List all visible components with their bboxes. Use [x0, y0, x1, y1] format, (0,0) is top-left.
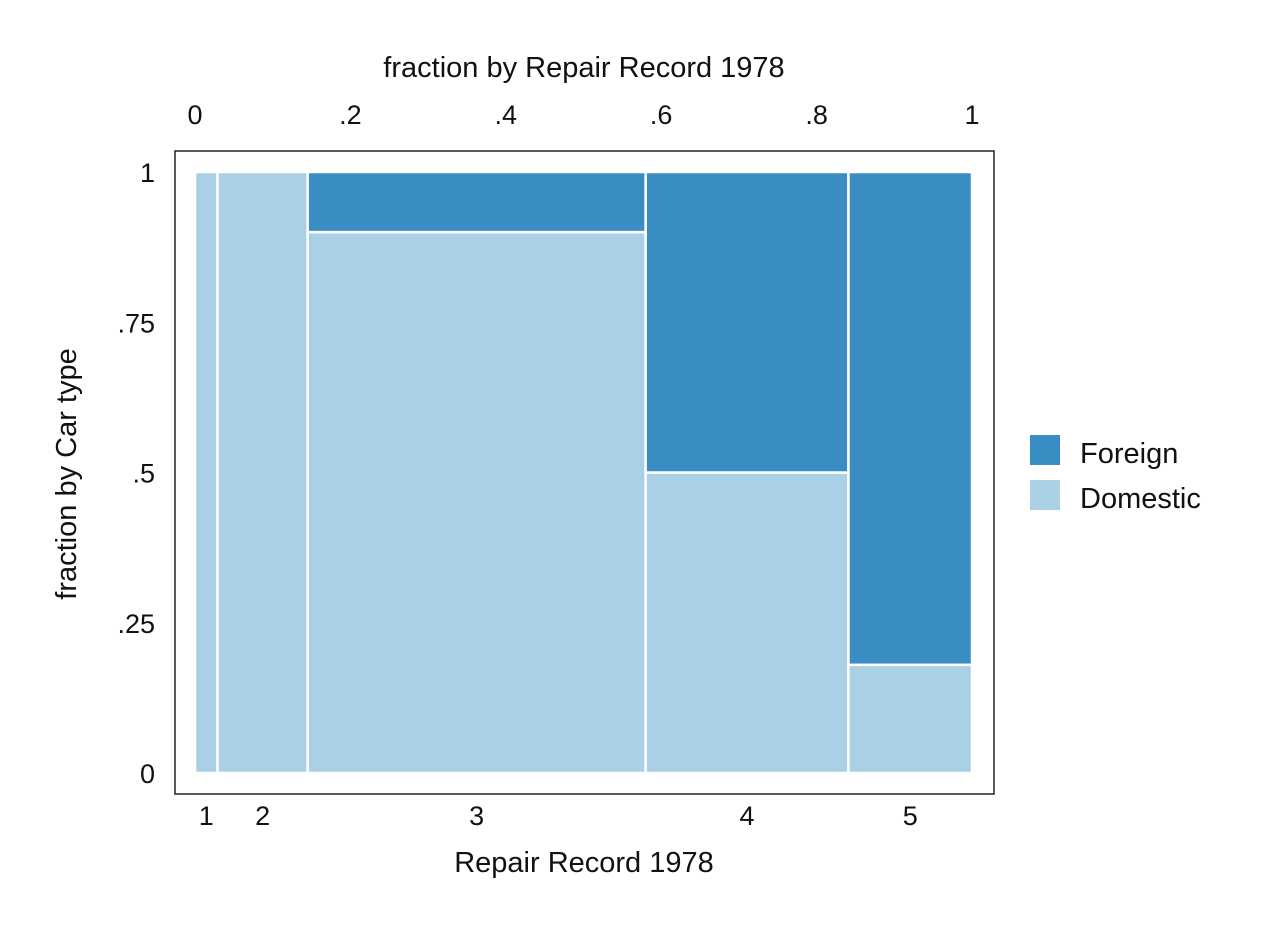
legend: Foreign Domestic — [1030, 435, 1201, 515]
x-category-label: 3 — [469, 801, 484, 831]
y-axis-tick-label: .75 — [117, 308, 155, 338]
y-axis-tick-label: 1 — [140, 158, 155, 188]
legend-label-domestic: Domestic — [1080, 483, 1201, 515]
mosaic-cell-domestic-4 — [644, 471, 850, 775]
legend-swatch-domestic — [1030, 480, 1060, 510]
mosaic-cell-foreign-5 — [847, 170, 974, 667]
top-axis-tick-label: .6 — [650, 100, 673, 130]
x-category-label: 1 — [199, 801, 214, 831]
y-axis-tick-label: .5 — [132, 459, 155, 489]
y-axis-tick-label: 0 — [140, 759, 155, 789]
y-axis-tick-label: .25 — [117, 609, 155, 639]
y-axis-ticks: 0 .25 .5 .75 1 — [117, 158, 155, 789]
mosaic-cell-foreign-3 — [306, 170, 647, 234]
top-axis-ticks: 0 .2 .4 .6 .8 1 — [187, 100, 979, 130]
legend-swatch-foreign — [1030, 435, 1060, 465]
legend-label-foreign: Foreign — [1080, 438, 1178, 470]
top-axis-tick-label: .8 — [805, 100, 828, 130]
mosaic-cell-foreign-4 — [644, 170, 850, 474]
top-axis-title: fraction by Repair Record 1978 — [383, 52, 784, 84]
top-axis-tick-label: 1 — [964, 100, 979, 130]
mosaic-cells — [193, 170, 974, 775]
top-axis-tick-label: .2 — [339, 100, 362, 130]
top-axis-tick-label: .4 — [495, 100, 518, 130]
y-axis-title: fraction by Car type — [51, 348, 83, 599]
x-axis-category-labels: 1 2 3 4 5 — [199, 801, 918, 831]
mosaic-cell-domestic-2 — [216, 170, 309, 775]
x-category-label: 4 — [740, 801, 755, 831]
top-axis-tick-label: 0 — [187, 100, 202, 130]
mosaic-cell-domestic-1 — [193, 170, 219, 775]
x-category-label: 2 — [255, 801, 270, 831]
x-category-label: 5 — [903, 801, 918, 831]
mosaic-cell-domestic-5 — [847, 663, 974, 775]
x-axis-title: Repair Record 1978 — [454, 847, 714, 879]
mosaic-cell-domestic-3 — [306, 230, 647, 775]
